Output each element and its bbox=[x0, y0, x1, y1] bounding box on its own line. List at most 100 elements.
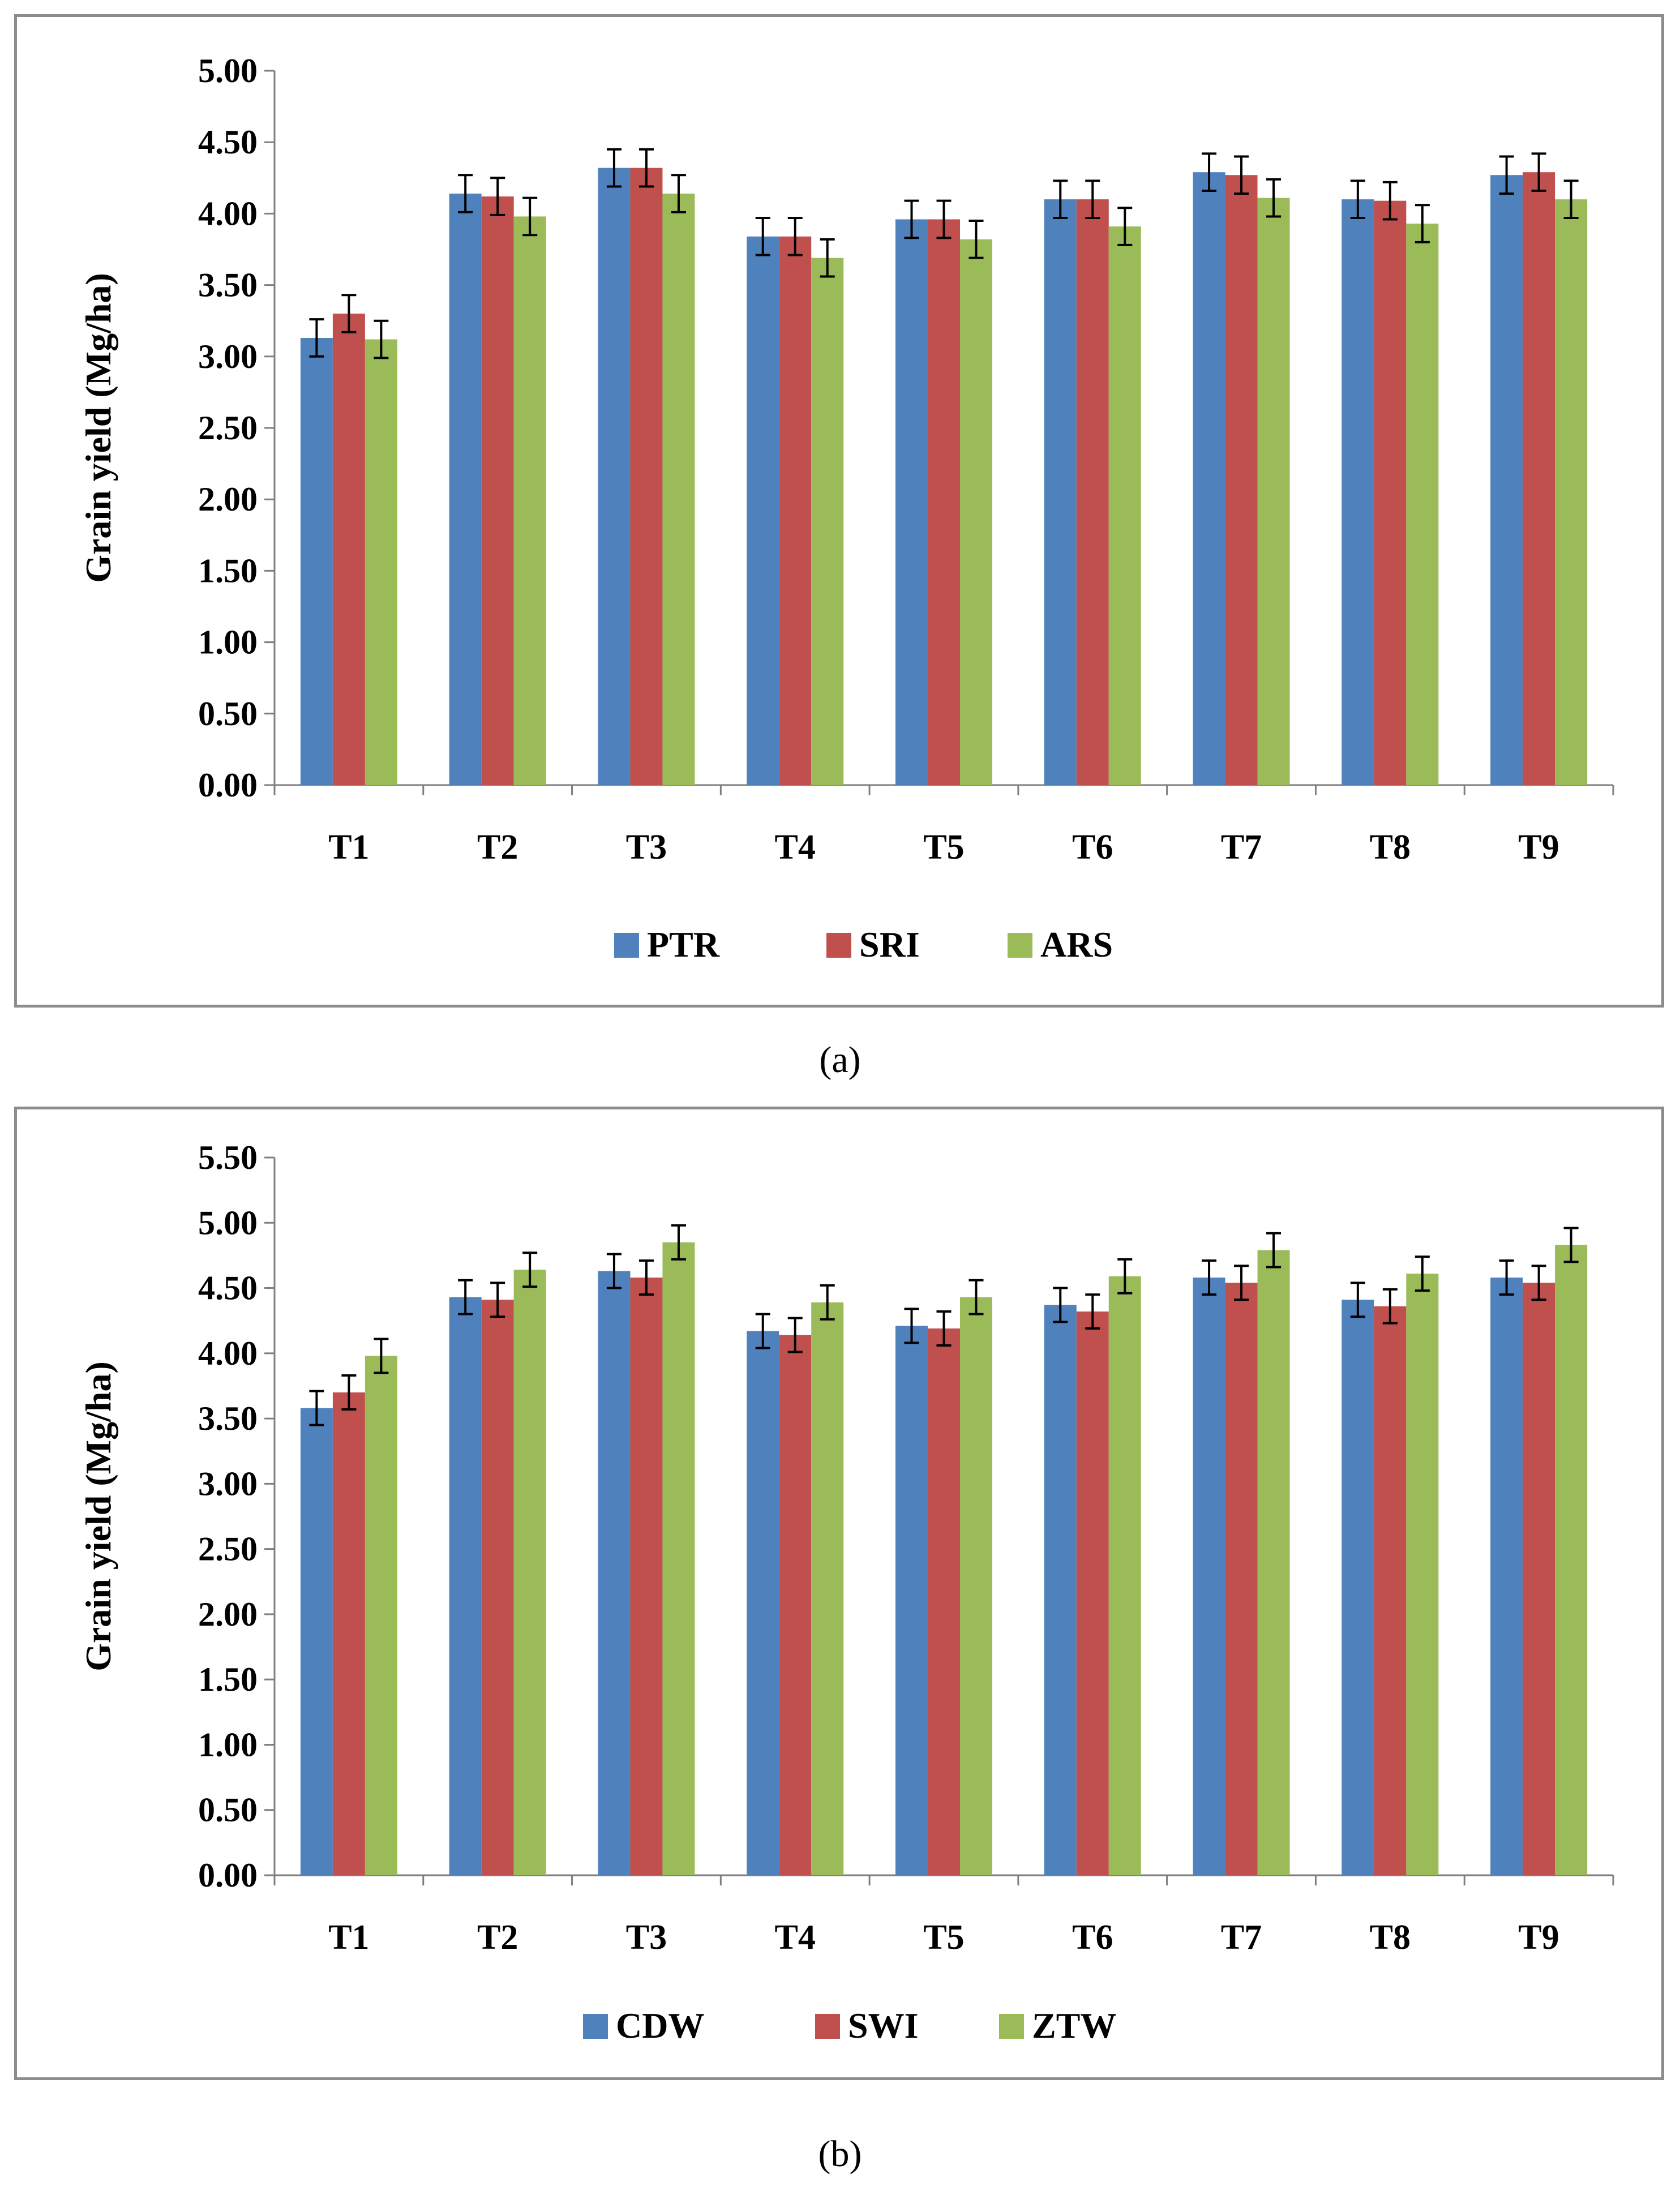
bar-cdw-t2 bbox=[449, 1297, 482, 1875]
bar-sri-t8 bbox=[1374, 200, 1407, 786]
chart-panel-a: 0.00 0.50 1.00 1.50 2.00 2.50 3.00 3.50 4.00 4.50… bbox=[14, 14, 1664, 1008]
bar-ztw-t9 bbox=[1555, 1245, 1588, 1875]
legend-swatch-ztw bbox=[999, 2014, 1024, 2039]
x-tick-label: T1 bbox=[328, 828, 369, 867]
bar-ars-t8 bbox=[1406, 224, 1439, 785]
bar-swi-t7 bbox=[1225, 1283, 1258, 1875]
legend-label-ptr: PTR bbox=[647, 924, 720, 965]
y-tick-label: 0.00 bbox=[198, 766, 258, 804]
bar-swi-t2 bbox=[481, 1300, 514, 1875]
y-tick-label: 1.50 bbox=[198, 1661, 258, 1698]
x-tick-label: T9 bbox=[1518, 828, 1559, 867]
x-tick-label: T7 bbox=[1221, 1918, 1262, 1957]
bar-cdw-t7 bbox=[1193, 1278, 1225, 1875]
chart-a-svg: 0.00 0.50 1.00 1.50 2.00 2.50 3.00 3.50 4.00 4.50… bbox=[78, 52, 1614, 965]
bar-cdw-t8 bbox=[1342, 1300, 1374, 1875]
bar-ars-t4 bbox=[811, 258, 844, 785]
bar-ptr-t7 bbox=[1193, 172, 1225, 786]
bar-sri-t9 bbox=[1523, 172, 1555, 786]
bar-ztw-t3 bbox=[662, 1242, 695, 1875]
bar-swi-t9 bbox=[1523, 1283, 1555, 1875]
y-tick-label: 5.00 bbox=[198, 52, 258, 89]
bar-ptr-t4 bbox=[747, 236, 779, 785]
bar-ptr-t8 bbox=[1342, 199, 1374, 785]
bar-sri-t5 bbox=[928, 219, 960, 786]
y-tick-label: 2.00 bbox=[198, 1596, 258, 1633]
legend-swatch-ars bbox=[1008, 933, 1032, 958]
bar-ztw-t7 bbox=[1257, 1250, 1290, 1875]
bar-ztw-t6 bbox=[1108, 1276, 1141, 1875]
bar-ztw-t8 bbox=[1406, 1274, 1439, 1875]
y-tick-label: 3.50 bbox=[198, 1400, 258, 1437]
bar-ptr-t2 bbox=[449, 194, 482, 786]
x-tick-label: T2 bbox=[477, 828, 518, 867]
panel-caption-b: (b) bbox=[818, 2133, 862, 2175]
y-tick-label: 0.00 bbox=[198, 1857, 258, 1894]
bar-cdw-t6 bbox=[1044, 1305, 1077, 1875]
legend-label-swi: SWI bbox=[848, 2005, 919, 2046]
legend-swatch-sri bbox=[826, 933, 851, 958]
chart-panel-b: 0.00 0.50 1.00 1.50 2.00 2.50 3.00 3.50 4.00 4.50… bbox=[14, 1107, 1664, 2080]
y-tick-label: 4.50 bbox=[198, 123, 258, 161]
bar-ztw-t4 bbox=[811, 1302, 844, 1875]
bar-cdw-t9 bbox=[1490, 1278, 1523, 1875]
bar-ptr-t9 bbox=[1490, 175, 1523, 786]
y-tick-label: 3.00 bbox=[198, 1465, 258, 1502]
y-tick-label: 4.50 bbox=[198, 1270, 258, 1307]
legend-label-cdw: CDW bbox=[616, 2005, 704, 2046]
legend-swatch-cdw bbox=[583, 2014, 608, 2039]
bar-swi-t1 bbox=[332, 1392, 365, 1875]
legend-label-ars: ARS bbox=[1040, 924, 1113, 965]
bar-swi-t8 bbox=[1374, 1306, 1407, 1875]
legend-label-sri: SRI bbox=[859, 924, 920, 965]
x-tick-label: T4 bbox=[775, 1918, 816, 1957]
y-tick-label: 2.50 bbox=[198, 1531, 258, 1568]
y-tick-label: 2.00 bbox=[198, 481, 258, 518]
x-tick-label: T5 bbox=[923, 828, 964, 867]
y-tick-label: 1.00 bbox=[198, 624, 258, 661]
x-tick-label: T8 bbox=[1370, 1918, 1411, 1957]
bar-ars-t3 bbox=[662, 194, 695, 786]
bar-swi-t6 bbox=[1076, 1311, 1109, 1875]
y-tick-label: 5.50 bbox=[198, 1139, 258, 1176]
x-tick-label: T9 bbox=[1518, 1918, 1559, 1957]
bar-ptr-t3 bbox=[598, 168, 631, 786]
y-tick-label: 4.00 bbox=[198, 1335, 258, 1372]
bar-cdw-t4 bbox=[747, 1331, 779, 1875]
bar-ztw-t1 bbox=[365, 1356, 397, 1875]
bar-swi-t5 bbox=[928, 1328, 960, 1875]
legend-swatch-swi bbox=[815, 2014, 840, 2039]
y-tick-label: 0.50 bbox=[198, 1791, 258, 1829]
bar-ars-t1 bbox=[365, 339, 397, 785]
chart-b-svg: 0.00 0.50 1.00 1.50 2.00 2.50 3.00 3.50 4.00 4.50… bbox=[78, 1139, 1614, 2046]
bar-sri-t4 bbox=[779, 236, 812, 785]
y-tick-label: 2.50 bbox=[198, 409, 258, 447]
x-tick-label: T6 bbox=[1072, 828, 1113, 867]
y-axis-title: Grain yield (Mg/ha) bbox=[78, 273, 118, 583]
y-tick-label: 3.00 bbox=[198, 338, 258, 375]
y-tick-label: 1.50 bbox=[198, 552, 258, 589]
y-tick-label: 3.50 bbox=[198, 267, 258, 304]
bar-ars-t7 bbox=[1257, 198, 1290, 785]
x-tick-label: T7 bbox=[1221, 828, 1262, 867]
x-tick-label: T8 bbox=[1370, 828, 1411, 867]
bar-ars-t5 bbox=[960, 239, 992, 785]
bar-ztw-t5 bbox=[960, 1297, 992, 1875]
bar-ptr-t6 bbox=[1044, 199, 1077, 785]
y-axis-title: Grain yield (Mg/ha) bbox=[78, 1361, 118, 1671]
bar-cdw-t1 bbox=[300, 1408, 333, 1875]
bar-sri-t1 bbox=[332, 314, 365, 785]
bar-cdw-t5 bbox=[895, 1326, 928, 1875]
x-tick-label: T6 bbox=[1072, 1918, 1113, 1957]
x-tick-label: T3 bbox=[626, 1918, 667, 1957]
panel-caption-a: (a) bbox=[819, 1039, 861, 1081]
bar-cdw-t3 bbox=[598, 1271, 631, 1875]
bar-sri-t6 bbox=[1076, 199, 1109, 785]
y-tick-label: 1.00 bbox=[198, 1726, 258, 1763]
bar-ptr-t1 bbox=[300, 337, 333, 785]
bar-swi-t3 bbox=[630, 1278, 663, 1875]
bar-sri-t2 bbox=[481, 196, 514, 785]
bar-ptr-t5 bbox=[895, 219, 928, 786]
bar-swi-t4 bbox=[779, 1335, 812, 1875]
bar-ars-t6 bbox=[1108, 226, 1141, 786]
